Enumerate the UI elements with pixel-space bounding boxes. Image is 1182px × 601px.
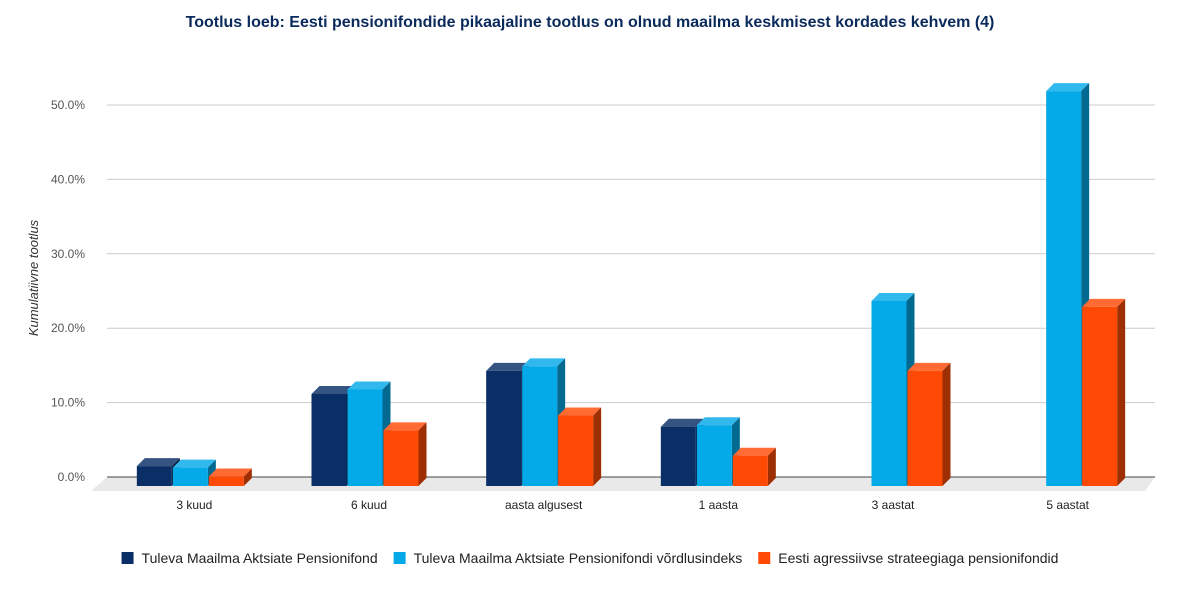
chart-title: Tootlus loeb: Eesti pensionifondide pika… (186, 14, 995, 31)
y-tick-label: 10.0% (51, 396, 85, 410)
y-tick-label: 0.0% (58, 470, 86, 484)
legend-swatch (121, 552, 134, 564)
bar-top (311, 385, 355, 394)
bar-top (347, 381, 391, 390)
x-tick-label: 6 kuud (351, 498, 387, 512)
y-axis-label: Kumulatiivne tootlus (26, 219, 41, 336)
bar-top (1046, 83, 1090, 92)
bar-top (136, 458, 180, 467)
bar-top (660, 418, 704, 427)
bar-front (208, 476, 244, 486)
bar-front (522, 366, 558, 486)
bar-front (1046, 91, 1082, 487)
bar (1046, 83, 1090, 487)
bar-front (1082, 306, 1118, 486)
bar-top (383, 422, 427, 431)
y-tick-label: 30.0% (51, 247, 85, 261)
x-tick-label: 3 kuud (176, 498, 212, 512)
bar-front (907, 370, 943, 486)
bar-top (696, 417, 740, 426)
bar (907, 362, 951, 486)
bar-top (172, 459, 216, 468)
legend-label: Tuleva Maailma Aktsiate Pensionifond (142, 550, 378, 566)
legend-swatch (758, 552, 771, 564)
x-tick-label: aasta algusest (505, 498, 583, 512)
bar-front (136, 466, 172, 486)
bar-side (593, 407, 602, 486)
bar-side (418, 422, 427, 486)
bar-side (942, 362, 951, 486)
bar-top (1082, 298, 1126, 307)
bar-front (311, 393, 347, 486)
x-tick-label: 1 aasta (699, 498, 739, 512)
bar-front (558, 415, 594, 486)
bar-top (558, 407, 602, 416)
bar-top (486, 362, 530, 371)
legend-label: Eesti agressiivse strateegiaga pensionif… (778, 550, 1058, 566)
bar-top (871, 292, 915, 301)
legend-item: Eesti agressiivse strateegiaga pensionif… (758, 550, 1058, 566)
bar-side (1117, 298, 1126, 486)
legend-item: Tuleva Maailma Aktsiate Pensionifond (121, 550, 378, 566)
bar-front (696, 425, 732, 486)
bar-top (732, 447, 776, 456)
bar-front (486, 370, 522, 486)
legend-item: Tuleva Maailma Aktsiate Pensionifondi võ… (393, 550, 743, 566)
bar (208, 468, 252, 486)
y-tick-label: 40.0% (51, 172, 85, 186)
bar-front (871, 300, 907, 486)
y-tick-label: 20.0% (51, 321, 85, 335)
bar-front (732, 455, 768, 486)
bar-side (767, 447, 776, 486)
x-tick-label: 5 aastat (1046, 498, 1089, 512)
bar-front (383, 430, 419, 486)
bar (1082, 298, 1126, 486)
bar (383, 422, 427, 486)
bar-side (243, 468, 252, 486)
bar (522, 358, 566, 486)
bar-top (907, 362, 951, 371)
x-tick-label: 3 aastat (872, 498, 915, 512)
y-tick-label: 50.0% (51, 98, 85, 112)
bar (172, 459, 216, 486)
legend-label: Tuleva Maailma Aktsiate Pensionifondi võ… (414, 550, 743, 566)
bar-front (172, 467, 208, 486)
bar (732, 447, 776, 486)
bar-front (660, 426, 696, 486)
bar-front (347, 389, 383, 486)
bar-top (208, 468, 252, 477)
bar (558, 407, 602, 486)
bar-top (522, 358, 566, 367)
legend-swatch (393, 552, 406, 564)
